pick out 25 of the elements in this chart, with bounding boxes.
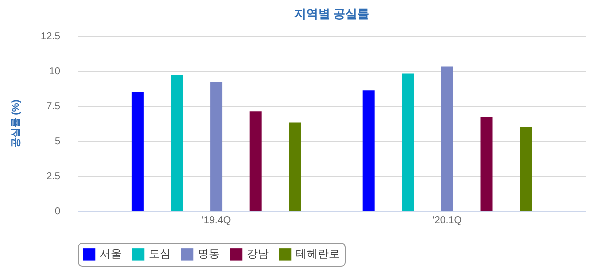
y-tick-label: 12.5 bbox=[41, 32, 61, 42]
y-tick-label: 10 bbox=[49, 66, 61, 78]
legend-label: 서울 bbox=[100, 248, 122, 261]
y-tick-label: 2.5 bbox=[46, 172, 61, 182]
bar bbox=[402, 74, 414, 211]
chart-title: 지역별 공실률 bbox=[294, 7, 370, 21]
bar bbox=[362, 90, 375, 211]
x-tick-label: '19.4Q bbox=[202, 216, 232, 226]
bar bbox=[289, 122, 302, 211]
legend-label: 명동 bbox=[198, 248, 220, 261]
y-tick-label: 7.5 bbox=[46, 102, 61, 112]
bar bbox=[441, 66, 454, 211]
bar bbox=[520, 127, 532, 211]
y-axis-title: 공실률 (%) bbox=[11, 100, 22, 148]
x-tick-label: '20.1Q bbox=[432, 216, 462, 226]
legend-label: 테헤란로 bbox=[296, 248, 340, 261]
legend-label: 강남 bbox=[247, 248, 269, 261]
bar bbox=[250, 112, 262, 211]
legend-label: 도심 bbox=[149, 248, 171, 261]
bar bbox=[480, 117, 493, 211]
bar bbox=[132, 92, 144, 211]
y-tick-label: 0 bbox=[54, 206, 61, 218]
y-tick-label: 5 bbox=[54, 136, 61, 148]
bar bbox=[210, 82, 223, 211]
bar bbox=[171, 75, 184, 211]
